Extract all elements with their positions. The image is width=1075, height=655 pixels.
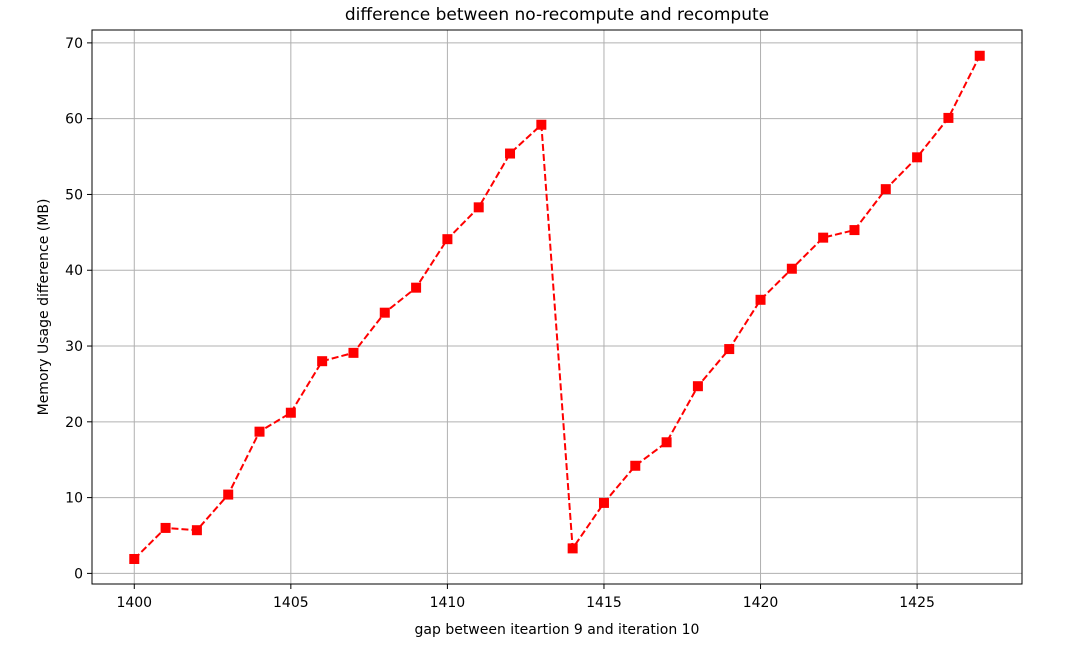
data-point: [536, 119, 547, 130]
y-tick-label: 60: [65, 112, 83, 128]
data-point: [786, 263, 797, 274]
data-point: [818, 232, 829, 243]
data-point: [724, 344, 735, 355]
data-point: [254, 426, 265, 437]
chart-title: difference between no-recompute and reco…: [345, 5, 769, 25]
y-tick-label: 30: [65, 339, 83, 355]
data-point: [661, 437, 672, 448]
data-point: [160, 522, 171, 533]
y-axis-title: Memory Usage difference (MB): [36, 199, 52, 416]
x-tick-label: 1400: [116, 595, 152, 611]
grid: [92, 30, 1022, 584]
data-point: [849, 225, 860, 236]
data-point: [598, 497, 609, 508]
y-axis: 0 10 20 30 40 50 60 70: [65, 36, 92, 582]
series-line: [133, 55, 981, 560]
y-tick-label: 20: [65, 415, 83, 431]
data-point: [505, 148, 516, 159]
data-point: [411, 282, 422, 293]
x-axis-title: gap between iteartion 9 and iteration 10: [415, 622, 700, 638]
x-tick-label: 1405: [273, 595, 309, 611]
data-point: [974, 50, 985, 61]
data-point: [880, 184, 891, 195]
data-point: [473, 202, 484, 213]
plot-frame: [91, 29, 1023, 585]
data-point: [912, 152, 923, 163]
x-tick-label: 1425: [899, 595, 935, 611]
x-axis: 1400 1405 1410 1415 1420 1425: [116, 584, 935, 611]
data-point: [191, 525, 202, 536]
data-point: [692, 381, 703, 392]
data-point: [317, 356, 328, 367]
series-layer: [133, 55, 981, 560]
data-point: [567, 543, 578, 554]
x-tick-label: 1410: [430, 595, 466, 611]
data-point: [630, 460, 641, 471]
data-point: [129, 553, 140, 564]
data-point: [943, 112, 954, 123]
y-tick-label: 10: [65, 491, 83, 507]
data-point: [285, 407, 296, 418]
data-point: [442, 234, 453, 245]
y-tick-label: 40: [65, 263, 83, 279]
y-tick-label: 0: [74, 566, 83, 582]
x-tick-label: 1415: [586, 595, 622, 611]
y-tick-label: 50: [65, 187, 83, 203]
data-point: [223, 489, 234, 500]
markers-layer: [129, 50, 985, 564]
data-point: [755, 294, 766, 305]
y-tick-label: 70: [65, 36, 83, 52]
data-point: [348, 347, 359, 358]
data-point: [379, 307, 390, 318]
x-tick-label: 1420: [743, 595, 779, 611]
